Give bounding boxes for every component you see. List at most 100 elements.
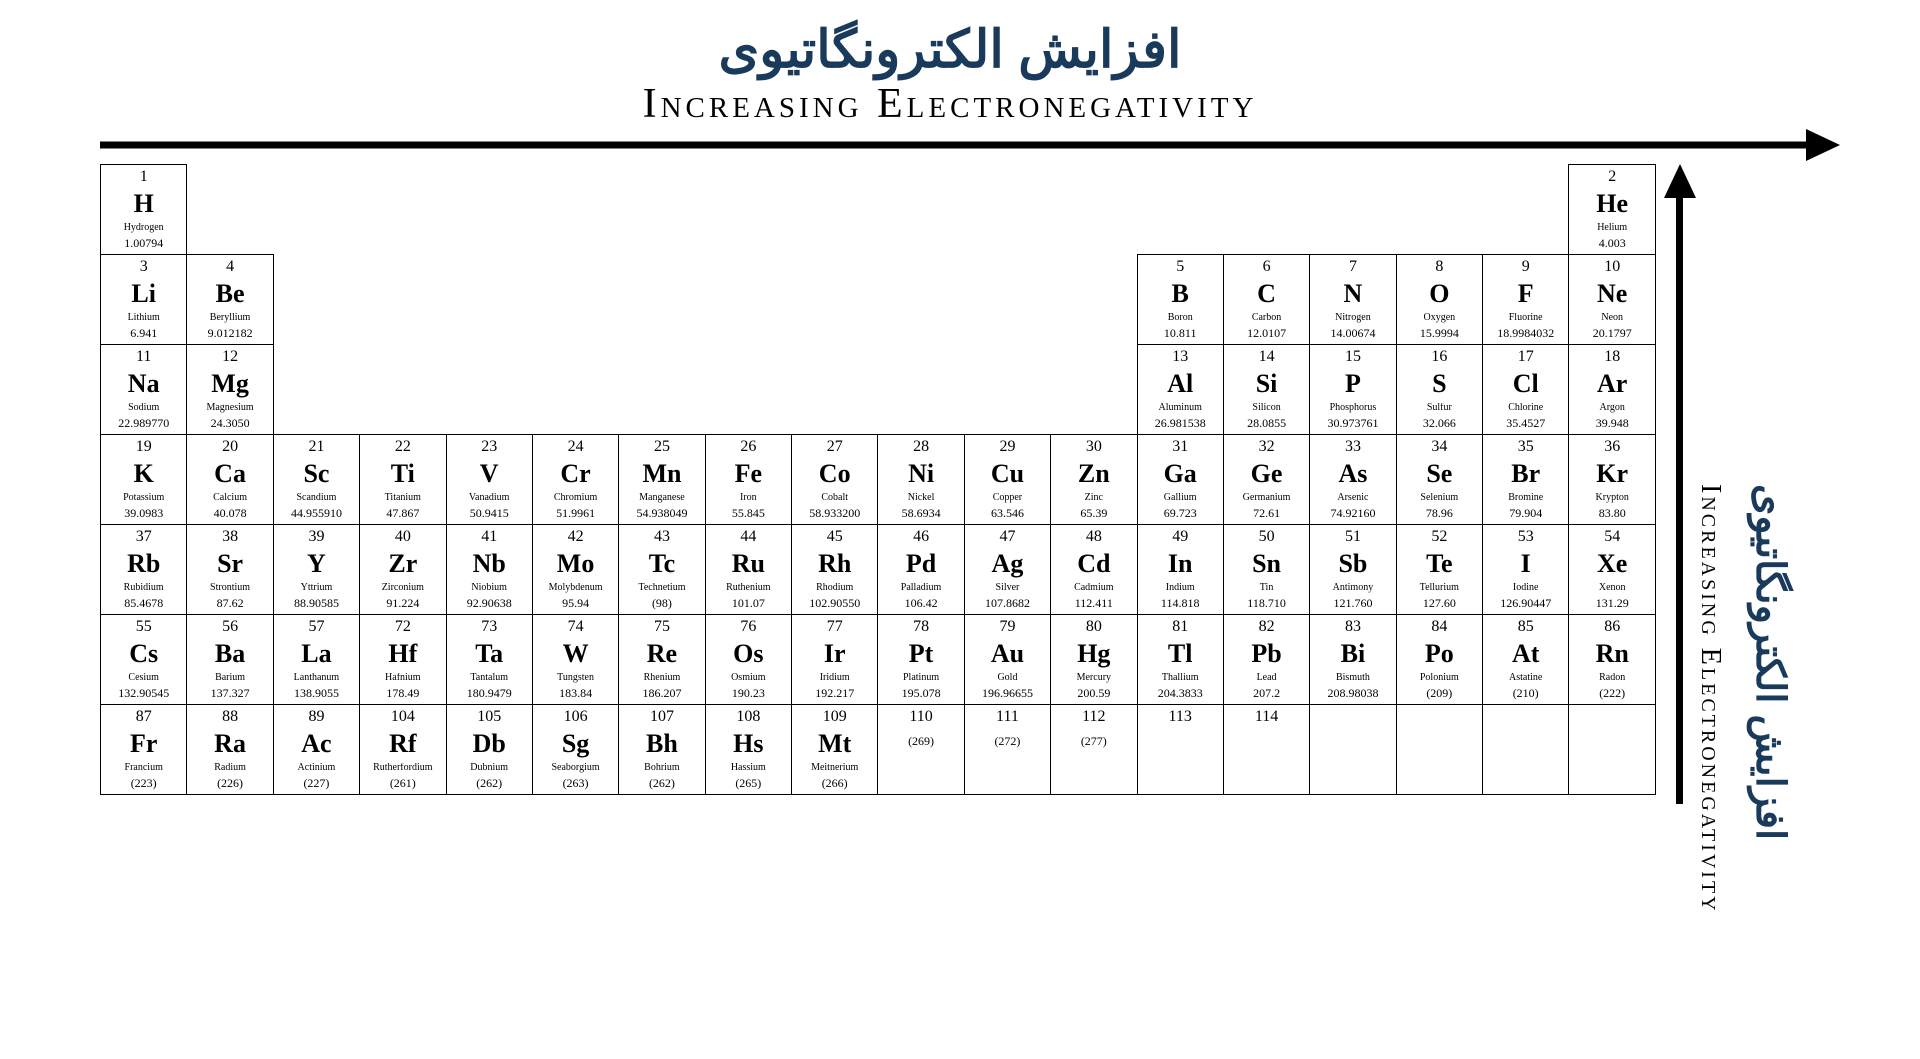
- element-name: Hafnium: [362, 673, 443, 683]
- element-cell-blank: [1396, 705, 1482, 795]
- empty-cell: [446, 345, 532, 435]
- element-number: 111: [967, 709, 1048, 725]
- element-number: 86: [1571, 619, 1653, 635]
- element-mass: 83.80: [1571, 507, 1653, 519]
- element-number: 81: [1140, 619, 1221, 635]
- element-symbol: Sg: [535, 731, 616, 757]
- element-cell-kr: 36KrKrypton83.80: [1569, 435, 1656, 525]
- empty-cell: [1051, 345, 1137, 435]
- element-mass: 1.00794: [103, 237, 184, 249]
- element-mass: 74.92160: [1312, 507, 1393, 519]
- element-mass: (262): [449, 777, 530, 789]
- element-name: Nickel: [880, 493, 961, 503]
- element-number: 8: [1399, 259, 1480, 275]
- title-persian: افزایش الکترونگاتیوی: [40, 20, 1860, 80]
- element-cell-k: 19KPotassium39.0983: [101, 435, 187, 525]
- element-number: 15: [1312, 349, 1393, 365]
- element-cell-bi: 83BiBismuth208.98038: [1310, 615, 1396, 705]
- element-cell-p: 15PPhosphorus30.973761: [1310, 345, 1396, 435]
- element-name: Vanadium: [449, 493, 530, 503]
- element-number: 16: [1399, 349, 1480, 365]
- element-number: 5: [1140, 259, 1221, 275]
- element-number: 11: [103, 349, 184, 365]
- element-symbol: Mo: [535, 551, 616, 577]
- element-cell-h: 1HHydrogen1.00794: [101, 165, 187, 255]
- element-number: 75: [621, 619, 702, 635]
- element-symbol: Sn: [1226, 551, 1307, 577]
- element-symbol: S: [1399, 371, 1480, 397]
- element-name: Fluorine: [1485, 313, 1566, 323]
- element-name: Rubidium: [103, 583, 184, 593]
- element-symbol: Te: [1399, 551, 1480, 577]
- element-name: Yttrium: [276, 583, 357, 593]
- element-number: 89: [276, 709, 357, 725]
- element-cell-ni: 28NiNickel58.6934: [878, 435, 964, 525]
- element-name: Chromium: [535, 493, 616, 503]
- element-mass: 20.1797: [1571, 327, 1653, 339]
- element-name: Polonium: [1399, 673, 1480, 683]
- element-number: 25: [621, 439, 702, 455]
- empty-cell: [273, 345, 359, 435]
- element-number: 45: [794, 529, 875, 545]
- element-mass: 32.066: [1399, 417, 1480, 429]
- element-symbol: Br: [1485, 461, 1566, 487]
- element-mass: 55.845: [708, 507, 789, 519]
- element-mass: (265): [708, 777, 789, 789]
- element-name: Calcium: [189, 493, 270, 503]
- empty-cell: [532, 165, 618, 255]
- empty-cell: [1483, 165, 1569, 255]
- element-number: 33: [1312, 439, 1393, 455]
- element-symbol: O: [1399, 281, 1480, 307]
- element-mass: 88.90585: [276, 597, 357, 609]
- element-symbol: He: [1571, 191, 1653, 217]
- element-number: 53: [1485, 529, 1566, 545]
- element-number: 84: [1399, 619, 1480, 635]
- element-mass: 6.941: [103, 327, 184, 339]
- empty-cell: [1051, 255, 1137, 345]
- element-symbol: Be: [189, 281, 270, 307]
- element-number: 109: [794, 709, 875, 725]
- element-mass: 195.078: [880, 687, 961, 699]
- element-mass: 58.6934: [880, 507, 961, 519]
- element-number: 24: [535, 439, 616, 455]
- element-number: 12: [189, 349, 270, 365]
- element-name: Astatine: [1485, 673, 1566, 683]
- element-mass: 204.3833: [1140, 687, 1221, 699]
- element-cell-mg: 12MgMagnesium24.3050: [187, 345, 273, 435]
- element-number: 14: [1226, 349, 1307, 365]
- element-mass: 200.59: [1053, 687, 1134, 699]
- element-cell-mn: 25MnManganese54.938049: [619, 435, 705, 525]
- element-symbol: Re: [621, 641, 702, 667]
- element-name: Iridium: [794, 673, 875, 683]
- element-symbol: Tl: [1140, 641, 1221, 667]
- empty-cell: [446, 255, 532, 345]
- element-number: 83: [1312, 619, 1393, 635]
- element-symbol: Ru: [708, 551, 789, 577]
- empty-cell: [360, 165, 446, 255]
- element-name: Radium: [189, 763, 270, 773]
- element-mass: 12.0107: [1226, 327, 1307, 339]
- element-mass: 54.938049: [621, 507, 702, 519]
- element-symbol: Mg: [189, 371, 270, 397]
- element-symbol: Pt: [880, 641, 961, 667]
- element-number: 73: [449, 619, 530, 635]
- element-name: Potassium: [103, 493, 184, 503]
- element-name: Copper: [967, 493, 1048, 503]
- element-mass: 121.760: [1312, 597, 1393, 609]
- element-number: 26: [708, 439, 789, 455]
- element-mass: 15.9994: [1399, 327, 1480, 339]
- element-cell-ta: 73TaTantalum180.9479: [446, 615, 532, 705]
- element-cell-ru: 44RuRuthenium101.07: [705, 525, 791, 615]
- element-symbol: Ne: [1571, 281, 1653, 307]
- element-number: 19: [103, 439, 184, 455]
- element-mass: 126.90447: [1485, 597, 1566, 609]
- element-mass: 78.96: [1399, 507, 1480, 519]
- element-mass: 39.0983: [103, 507, 184, 519]
- element-number: 43: [621, 529, 702, 545]
- element-cell-tl: 81TlThallium204.3833: [1137, 615, 1223, 705]
- element-name: Tantalum: [449, 673, 530, 683]
- element-number: 57: [276, 619, 357, 635]
- element-number: 41: [449, 529, 530, 545]
- element-symbol: Ba: [189, 641, 270, 667]
- element-cell-rf: 104RfRutherfordium(261): [360, 705, 446, 795]
